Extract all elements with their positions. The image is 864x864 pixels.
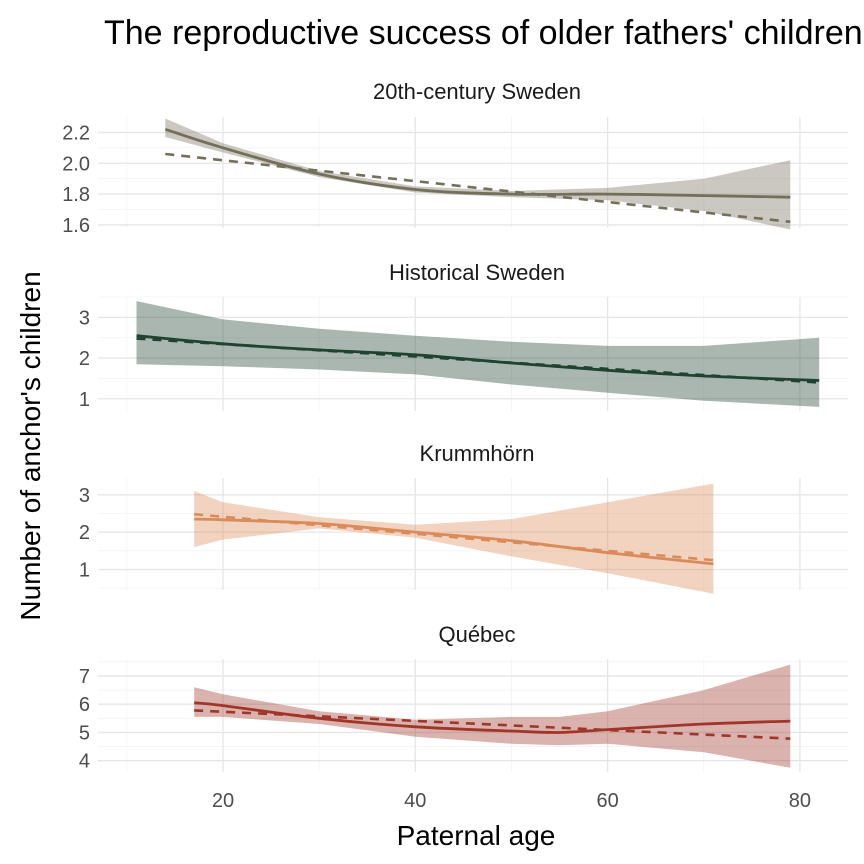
facet-label-krummhorn: Krummhörn [420, 441, 535, 466]
confidence-band-krummhorn [194, 483, 714, 594]
confidence-band-historical-sweden [136, 301, 820, 407]
smooth-fit-historical-sweden [136, 334, 820, 382]
y-tick-label: 2 [79, 348, 90, 370]
y-tick-label: 4 [79, 751, 90, 773]
smooth-fit-krummhorn [194, 517, 714, 566]
confidence-band-quebec [194, 664, 791, 768]
facet-panels: 1.6 1.8 2.0 2.2 20th-century Sweden 1 2 3 Histor… [62, 79, 848, 812]
chart-title: The reproductive success of older father… [104, 14, 863, 52]
facet-label-quebec: Québec [438, 622, 515, 647]
x-axis-label: Paternal age [397, 820, 556, 851]
x-tick-label: 20 [212, 790, 234, 812]
confidence-band-20th-century-sweden [165, 118, 791, 230]
y-tick-label: 3 [79, 485, 90, 507]
x-tick-label: 60 [596, 790, 618, 812]
linear-fit-20th-century-sweden [165, 152, 791, 224]
panel-historical-sweden: 1 2 3 Historical Sweden [79, 260, 848, 411]
y-tick-label: 1 [79, 559, 90, 581]
y-tick-label: 1.6 [62, 215, 90, 237]
x-tick-label: 80 [789, 790, 811, 812]
y-tick-label: 1.8 [62, 184, 90, 206]
y-tick-label: 1 [79, 389, 90, 411]
smooth-fit-quebec [194, 701, 791, 734]
smooth-fit-20th-century-sweden [164, 127, 791, 199]
panel-krummhorn: 1 2 3 Krummhörn [79, 441, 848, 594]
y-tick-label: 2 [79, 522, 90, 544]
y-tick-label: 2.0 [62, 153, 90, 175]
y-tick-label: 7 [79, 666, 90, 688]
y-tick-label: 6 [79, 694, 90, 716]
y-tick-label: 2.2 [62, 122, 90, 144]
facet-label-historical-sweden: Historical Sweden [389, 260, 565, 285]
x-tick-label: 40 [404, 790, 426, 812]
y-axis-label: Number of anchor's children [15, 271, 46, 620]
y-tick-label: 5 [79, 722, 90, 744]
facet-label-20th-century-sweden: 20th-century Sweden [373, 79, 581, 104]
panel-20th-century-sweden: 1.6 1.8 2.0 2.2 20th-century Sweden [62, 79, 848, 237]
y-tick-label: 3 [79, 307, 90, 329]
panel-quebec: 4 5 6 7 Québec [79, 622, 848, 773]
